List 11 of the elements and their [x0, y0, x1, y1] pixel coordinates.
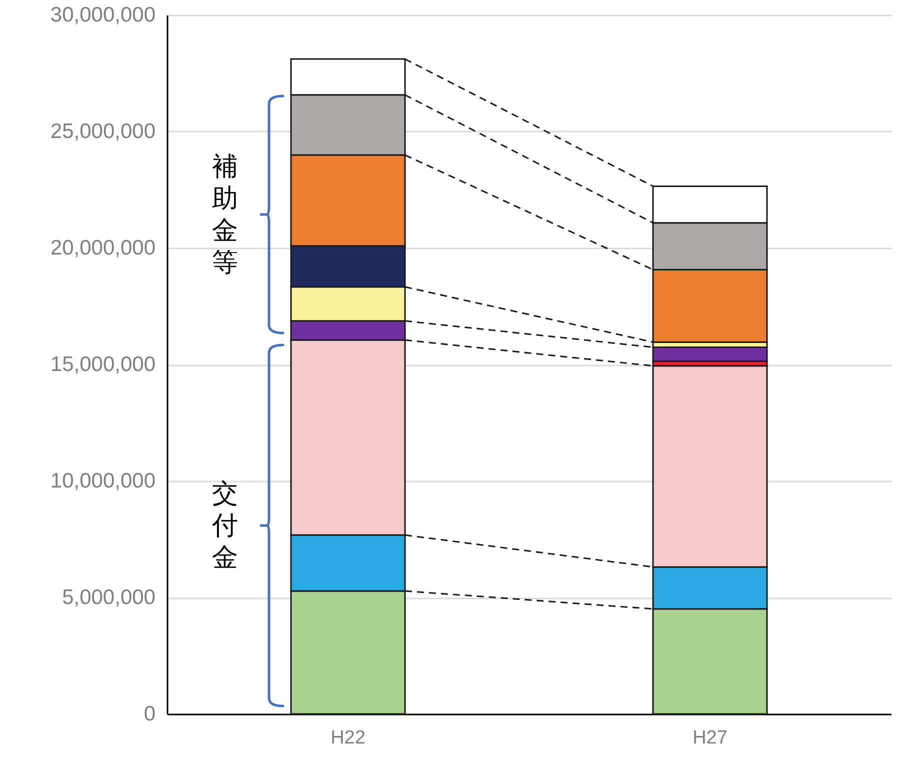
- y-tick-label: 20,000,000: [50, 236, 156, 260]
- y-tick-label: 25,000,000: [50, 120, 156, 143]
- y-tick-label: 5,000,000: [62, 586, 156, 609]
- x-tick-label: H22: [330, 728, 366, 748]
- y-tick-label: 10,000,000: [50, 470, 156, 492]
- x-tick-label: H27: [692, 728, 728, 748]
- annotation: 交付金: [212, 478, 238, 574]
- y-tick-label: 15,000,000: [50, 353, 156, 376]
- annotation: 補助金等: [212, 150, 238, 278]
- y-tick-label: 30,000,000: [50, 4, 156, 26]
- y-tick-label: 0: [144, 702, 156, 726]
